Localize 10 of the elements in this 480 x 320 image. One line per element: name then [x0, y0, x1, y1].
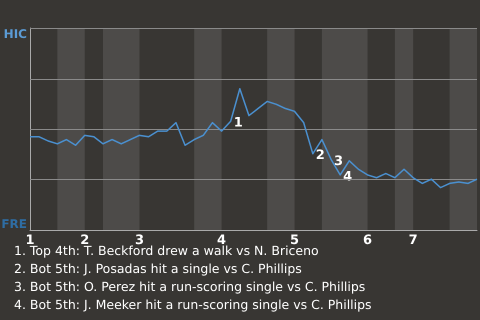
x-tick-label: 6	[363, 233, 372, 248]
text: 2. Bot 5th: J. Posadas hit a single vs C. Phillips	[14, 261, 302, 276]
annotation: 3	[334, 154, 344, 169]
text: 4. Bot 5th: J. Meeker hit a run-scoring single vs C. Phillips	[14, 297, 372, 312]
annotation: 2	[316, 148, 325, 164]
text: 3. Bot 5th: O. Perez hit a run-scoring single vs C. Phillips	[14, 279, 366, 294]
x-tick-label: 7	[408, 233, 418, 248]
text: HIC	[4, 27, 28, 41]
text: FRE	[1, 217, 27, 231]
annotation: 1	[234, 116, 243, 131]
